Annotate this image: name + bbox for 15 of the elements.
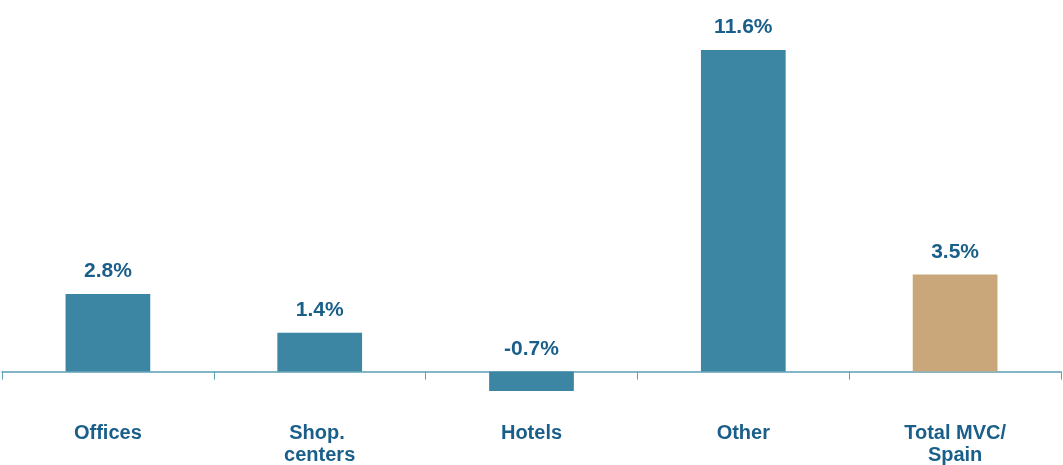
data-label: 11.6% (714, 14, 773, 37)
data-label: 2.8% (83, 257, 133, 281)
data-label: -0.7% (504, 335, 560, 359)
x-tick-label: Shop. centers (284, 421, 356, 465)
x-tick-label: Other (716, 421, 771, 443)
data-label: 3.5% (931, 238, 980, 262)
bar (489, 371, 574, 391)
bar (700, 50, 786, 372)
x-tick-label: Total MVC/Spain (904, 421, 1007, 465)
x-tick-label: Hotels (500, 421, 563, 443)
x-tick-label: Offices (73, 421, 142, 443)
bar (65, 293, 151, 372)
bar (912, 274, 998, 372)
bar (277, 332, 363, 372)
data-label: 1.4% (295, 296, 344, 320)
